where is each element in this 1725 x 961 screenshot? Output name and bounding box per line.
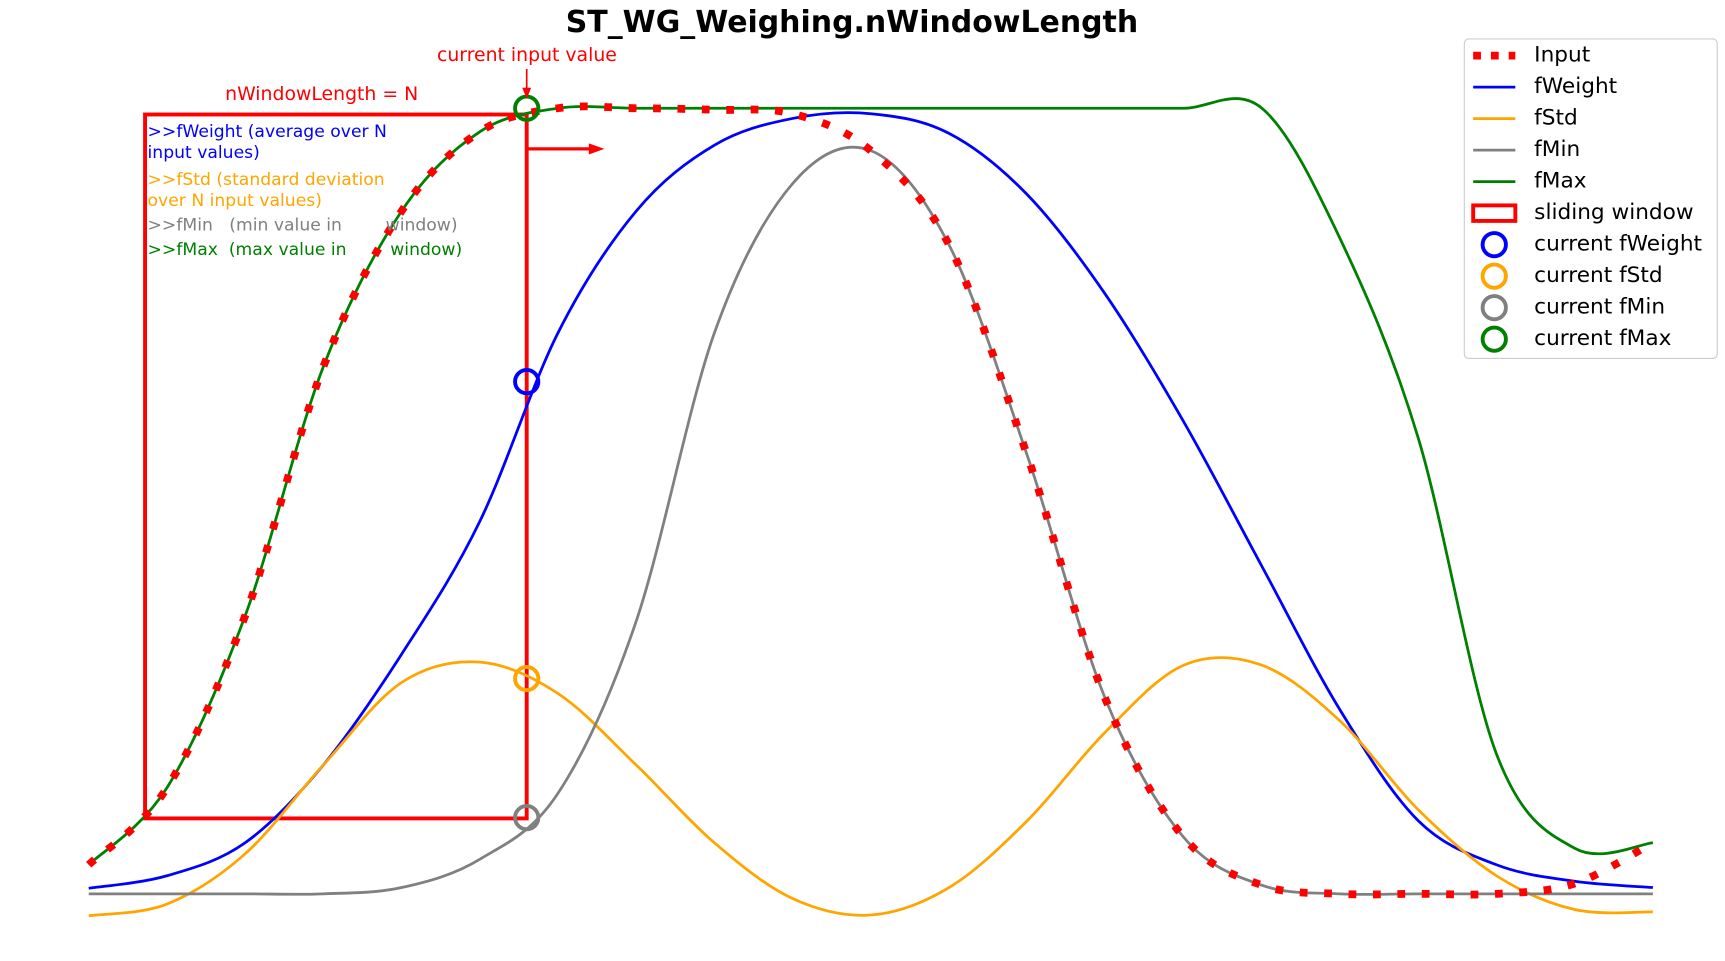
legend-label: sliding window <box>1534 200 1693 225</box>
annotation: over N input values) <box>148 191 322 211</box>
legend-frame <box>1463 38 1718 360</box>
legend-label: current fMax <box>1534 326 1671 351</box>
legend-label: fMin <box>1534 137 1580 162</box>
legend-swatch <box>1480 231 1508 259</box>
series-line <box>86 102 1655 899</box>
legend-swatch <box>1471 203 1518 223</box>
annotation: current input value <box>437 45 617 66</box>
legend-label: Input <box>1534 43 1590 68</box>
annotation: >>fStd (standard deviation <box>148 170 385 190</box>
legend-label: fStd <box>1534 106 1578 131</box>
legend-swatch <box>1480 294 1508 322</box>
legend-label: current fWeight <box>1534 232 1702 257</box>
series-line <box>88 656 1653 918</box>
annotation: nWindowLength = N <box>225 84 418 105</box>
sliding-window <box>143 112 529 821</box>
annotation: >>fMax (max value in window) <box>148 240 463 260</box>
current-marker <box>513 368 541 396</box>
window-arrow-head <box>588 143 605 155</box>
series-line <box>87 97 1654 866</box>
annotation-arrow-head <box>522 87 532 99</box>
legend-label: fMax <box>1534 169 1587 194</box>
legend-label: current fMin <box>1534 295 1665 320</box>
legend-swatch <box>1480 325 1508 353</box>
annotation: >>fMin (min value in window) <box>148 215 458 235</box>
plot-area: current input value nWindowLength = N >>fW… <box>86 45 1655 918</box>
current-marker <box>513 664 541 693</box>
legend: Input fWeight fStd fMin fMax sliding window cu… <box>1463 38 1718 360</box>
current-marker <box>513 804 541 832</box>
legend-label: current fStd <box>1534 263 1662 288</box>
legend-label: fWeight <box>1534 74 1617 99</box>
annotation: input values) <box>148 143 260 163</box>
legend-swatch <box>1480 262 1508 290</box>
annotation: >>fWeight (average over N <box>148 122 387 142</box>
chart-title: ST_WG_Weighing.nWindowLength <box>566 5 1138 40</box>
